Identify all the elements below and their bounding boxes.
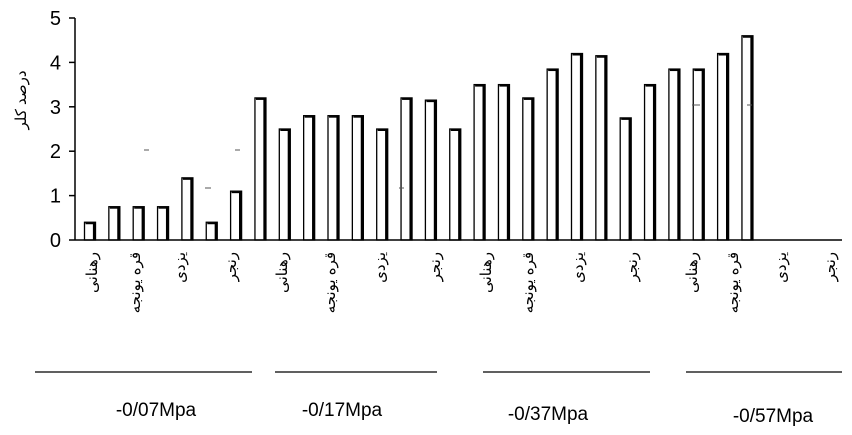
bar [156,206,170,241]
category-label: رنجر [822,252,839,282]
y-tick-label: 4 [50,52,61,74]
bar [327,115,340,241]
y-axis: 0 1 2 3 4 5 [50,8,76,252]
y-tick-label: 5 [50,8,61,30]
category-label: رنجر [624,252,641,282]
bar [132,206,145,241]
bar [205,221,218,241]
y-tick-label: 1 [50,186,61,208]
category-label: رنجر [223,252,240,282]
bar [522,97,535,241]
y-tick-label: 2 [50,141,61,163]
y-tick-label: 0 [50,230,61,252]
bar [302,115,316,241]
category-label: یزدی [570,252,587,283]
category-label: قره یونجه [725,252,742,313]
bar [619,117,632,241]
bar [254,97,267,241]
bar [692,68,705,241]
category-label: رهنانی [478,252,495,293]
group-labels: -0/07Mpa -0/17Mpa -0/37Mpa -0/57Mpa [116,400,814,427]
bar [570,52,584,241]
bar [449,128,462,241]
bar [546,68,559,241]
bar [83,221,97,241]
group-label: -0/57Mpa [733,406,814,427]
category-label: قره یونجه [520,252,537,313]
category-label: یزدی [773,252,790,283]
category-label: رهنانی [684,252,701,293]
bar [376,128,389,241]
bar [278,128,291,241]
category-labels: رهنانی قره یونجه یزدی رنجر رهنانی قره یونجه یز… [84,252,839,313]
stray-marks [144,104,752,189]
bar [400,97,413,241]
group-label: -0/07Mpa [116,400,197,421]
category-label: یزدی [172,252,189,283]
group-label: -0/37Mpa [508,404,589,425]
bar [716,52,730,241]
bar [351,115,365,241]
category-label: رنجر [427,252,444,282]
bar [643,83,657,241]
group-label: -0/17Mpa [302,400,383,421]
bar [108,206,121,241]
category-label: یزدی [372,252,389,283]
bars [83,35,754,241]
category-label: قره یونجه [322,252,339,313]
category-label: قره یونجه [127,252,144,313]
bar [473,83,486,241]
bar [497,83,511,241]
bar [181,177,194,241]
bar [668,68,681,241]
bar [595,55,608,241]
category-label: رهنانی [84,252,101,293]
bar [229,190,243,241]
bar [424,99,438,241]
bar [741,35,754,241]
y-axis-label: درصد کلر [13,70,30,130]
y-tick-label: 3 [50,97,61,119]
category-label: رهنانی [274,252,291,293]
